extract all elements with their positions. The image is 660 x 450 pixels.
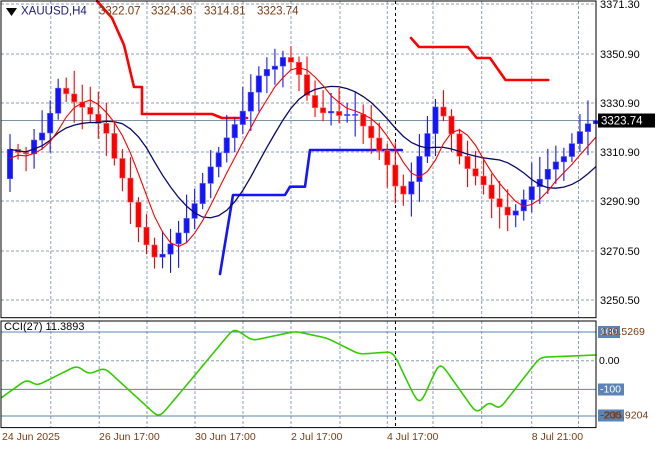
svg-text:3250.50: 3250.50 [600, 295, 640, 307]
svg-text:3322.07: 3322.07 [99, 6, 141, 18]
svg-text:3323.74: 3323.74 [601, 116, 643, 128]
svg-text:30 Jun 17:00: 30 Jun 17:00 [195, 431, 256, 443]
svg-text:3290.90: 3290.90 [600, 196, 640, 208]
svg-text:26 Jun 17:00: 26 Jun 17:00 [99, 431, 160, 443]
svg-text:0.00: 0.00 [599, 355, 620, 367]
svg-text:CCI(27) 11.3893: CCI(27) 11.3893 [4, 321, 85, 333]
svg-text:3270.50: 3270.50 [600, 246, 640, 258]
svg-text:3330.90: 3330.90 [600, 98, 640, 110]
svg-text:3310.90: 3310.90 [600, 147, 640, 159]
svg-text:2 Jul 17:00: 2 Jul 17:00 [291, 431, 343, 443]
svg-text:-235.9204: -235.9204 [601, 410, 648, 422]
svg-text:3323.74: 3323.74 [257, 6, 299, 18]
svg-text:3371.30: 3371.30 [600, 0, 640, 11]
svg-text:4 Jul 17:00: 4 Jul 17:00 [387, 431, 439, 443]
svg-text:139.5269: 139.5269 [601, 326, 645, 338]
svg-text:3314.81: 3314.81 [204, 6, 246, 18]
svg-text:-100: -100 [600, 384, 621, 396]
svg-text:3350.90: 3350.90 [600, 49, 640, 61]
svg-text:8 Jul 21:00: 8 Jul 21:00 [532, 431, 584, 443]
svg-text:XAUUSD,H4: XAUUSD,H4 [21, 6, 87, 18]
svg-text:24 Jun 2025: 24 Jun 2025 [2, 431, 60, 443]
svg-text:3324.36: 3324.36 [151, 6, 193, 18]
